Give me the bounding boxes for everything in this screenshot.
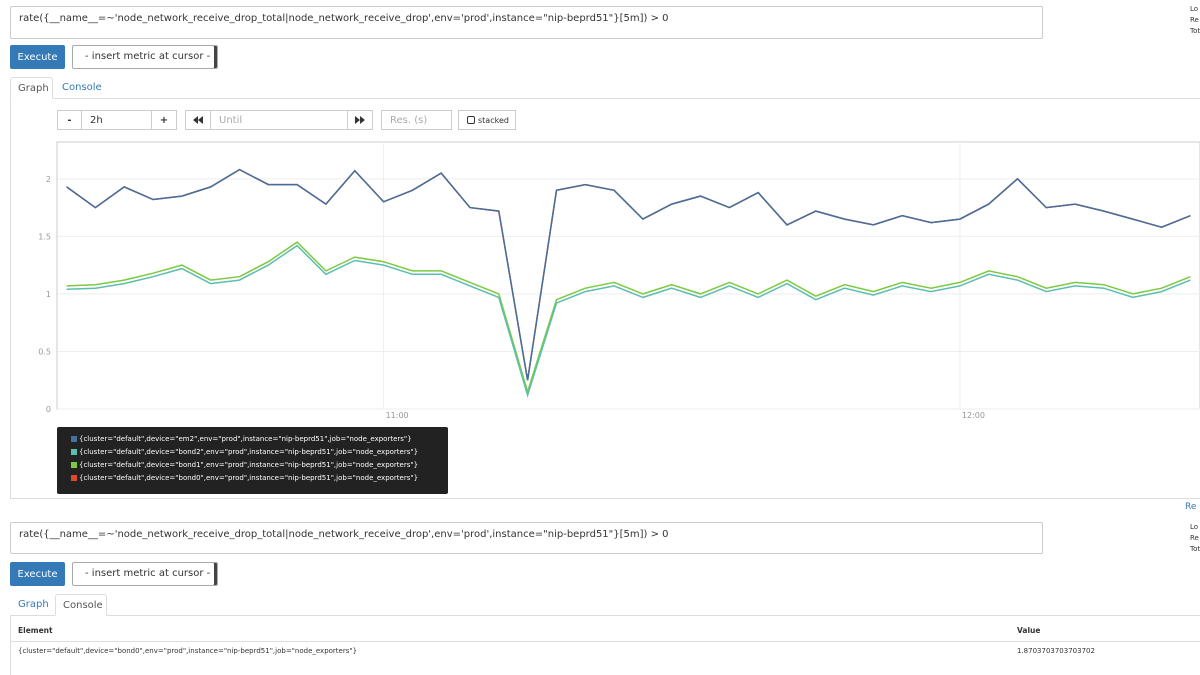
graph-tab[interactable]: Graph [10,77,53,99]
stat-resolution: Re [1190,16,1199,24]
insert-metric-select[interactable]: - insert metric at cursor - [72,562,218,586]
checkbox-icon [467,116,475,124]
console-panel [10,615,1200,675]
legend-entry[interactable]: {cluster="default",device="bond2",env="p… [71,448,418,456]
stat-load: Lo [1190,5,1199,13]
execute-button[interactable]: Execute [10,45,65,69]
legend: {cluster="default",device="em2",env="pro… [57,427,448,494]
previous-button[interactable] [185,110,211,130]
graph-tab[interactable]: Graph [18,599,49,610]
console-tab[interactable]: Console [55,594,107,616]
expression-input[interactable]: rate({__name__=~'node_network_receive_dr… [10,522,1043,554]
legend-label: {cluster="default",device="bond2",env="p… [79,448,419,456]
stat-load: Lo [1190,523,1199,531]
row-divider [10,641,1200,642]
legend-swatch [71,449,77,455]
table-header: Value [1017,626,1041,635]
until-input[interactable]: Until [210,110,348,130]
expression-input[interactable]: rate({__name__=~'node_network_receive_dr… [10,6,1043,39]
legend-label: {cluster="default",device="bond1",env="p… [79,461,419,469]
table-cell: {cluster="default",device="bond0",env="p… [18,647,358,655]
stat-total: Tot [1190,545,1200,553]
increase-range-button[interactable]: + [151,110,177,130]
rewind-icon [193,116,203,124]
stacked-label: stacked [478,115,509,125]
stat-resolution: Re [1190,534,1199,542]
stat-total: Tot [1190,27,1200,35]
table-cell: 1.8703703703703702 [1017,647,1095,655]
stacked-button[interactable]: stacked [458,110,516,130]
remove-graph-link[interactable]: Re [1185,502,1197,512]
legend-swatch [71,462,77,468]
legend-label: {cluster="default",device="bond0",env="p… [79,474,419,482]
legend-entry[interactable]: {cluster="default",device="bond1",env="p… [71,461,418,469]
legend-entry[interactable]: {cluster="default",device="bond0",env="p… [71,474,418,482]
decrease-range-button[interactable]: - [57,110,82,130]
legend-label: {cluster="default",device="em2",env="pro… [79,435,412,443]
next-button[interactable] [347,110,373,130]
insert-metric-select[interactable]: - insert metric at cursor - [72,45,218,69]
table-header: Element [18,626,53,635]
console-tab[interactable]: Console [62,82,102,93]
forward-icon [355,116,365,124]
resolution-input[interactable]: Res. (s) [381,110,452,130]
legend-swatch [71,475,77,481]
legend-entry[interactable]: {cluster="default",device="em2",env="pro… [71,435,412,443]
graph-panel [10,98,1200,499]
execute-button[interactable]: Execute [10,562,65,586]
legend-swatch [71,436,77,442]
range-input[interactable]: 2h [81,110,152,130]
